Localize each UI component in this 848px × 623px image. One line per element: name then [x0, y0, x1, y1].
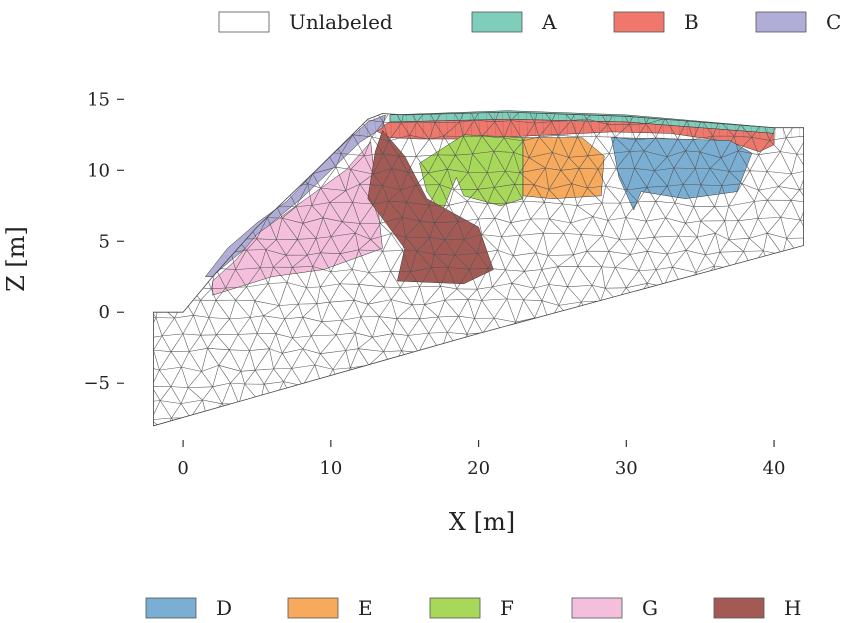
legend-swatch	[218, 11, 270, 33]
y-tick-label: 0	[99, 302, 110, 323]
y-tick-label: 15	[87, 89, 110, 110]
legend-item-a: A	[471, 10, 557, 34]
legend-swatch	[145, 597, 197, 619]
legend-swatch	[713, 597, 765, 619]
x-tick-label: 10	[319, 458, 342, 479]
y-tick-label: −5	[83, 373, 110, 394]
legend-swatch	[429, 597, 481, 619]
legend-label: H	[784, 596, 801, 620]
legend-item-b: B	[613, 10, 699, 34]
legend-label: G	[642, 596, 658, 620]
legend-top: Unlabeled A B C	[218, 10, 841, 34]
legend-item-f: F	[429, 596, 514, 620]
legend-swatch	[613, 11, 665, 33]
region-b	[374, 118, 775, 153]
legend-label: C	[826, 10, 841, 34]
legend-swatch	[571, 597, 623, 619]
legend-item-c: C	[755, 10, 841, 34]
y-tick-label: 10	[87, 160, 110, 181]
legend-swatch	[471, 11, 523, 33]
legend-label: B	[684, 10, 699, 34]
plot-area	[124, 78, 811, 440]
region-f	[419, 134, 524, 214]
legend-label: A	[541, 10, 557, 34]
x-tick-label: 30	[615, 458, 638, 479]
x-tick-label: 40	[763, 458, 786, 479]
legend-item-g: G	[571, 596, 658, 620]
legend-label: E	[358, 596, 373, 620]
region-g	[212, 141, 383, 296]
x-tick-label: 0	[177, 458, 188, 479]
y-axis: −5 0 5 10 15	[83, 89, 124, 394]
y-axis-label: Z [m]	[2, 226, 30, 292]
legend-swatch	[287, 597, 339, 619]
legend-label: Unlabeled	[289, 10, 393, 34]
mesh-boundary	[153, 111, 804, 427]
x-axis-label: X [m]	[449, 508, 515, 536]
x-tick-label: 20	[467, 458, 490, 479]
legend-item-e: E	[287, 596, 373, 620]
legend-label: D	[216, 596, 232, 620]
legend-item-h: H	[713, 596, 801, 620]
legend-swatch	[755, 11, 807, 33]
legend-item-unlabeled: Unlabeled	[218, 10, 393, 34]
legend-label: F	[500, 596, 514, 620]
x-axis: 0 10 20 30 40	[177, 440, 786, 479]
legend-bottom: D E F G H	[145, 596, 801, 620]
legend-item-d: D	[145, 596, 232, 620]
y-tick-label: 5	[99, 231, 110, 252]
